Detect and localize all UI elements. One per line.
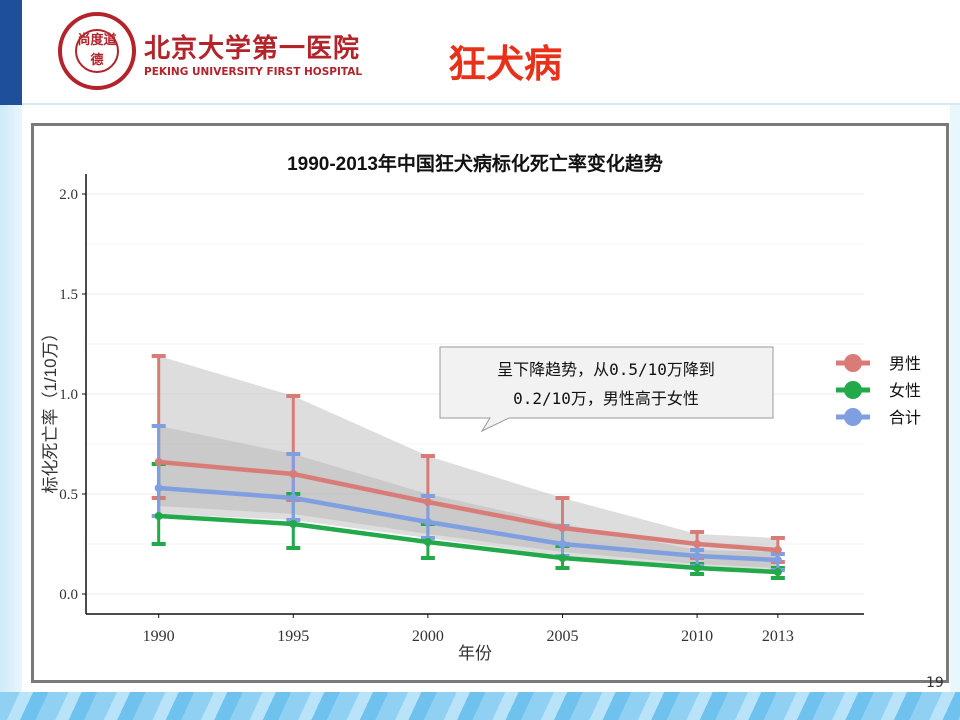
hospital-name-en: PEKING UNIVERSITY FIRST HOSPITAL [144,66,363,78]
data-point [289,470,298,478]
x-tick-label: 1995 [277,628,309,645]
data-point [423,518,432,526]
data-point [558,554,567,562]
data-point [693,564,702,572]
annotation-callout: 呈下降趋势，从0.5/10万降到 0.2/10万，男性高于女性 [439,346,774,433]
ci-ribbon [158,356,778,570]
left-accent-bar [0,0,22,105]
data-point [773,568,782,576]
x-tick-label: 1990 [143,628,175,645]
legend-label: 合计 [889,408,921,427]
legend-swatch-dot [844,381,862,399]
axes: 0.0 0.5 1.0 1.5 2.0 1990 1995 2000 2005 2010 2013 [59,174,864,645]
data-point [773,556,782,564]
data-point [289,520,298,528]
data-point [154,458,163,466]
legend-swatch-dot [844,354,862,372]
data-point [423,538,432,546]
chart-frame: 0.0 0.5 1.0 1.5 2.0 1990 1995 2000 2005 2010 2013 … [31,123,949,683]
legend-swatch-dot [844,408,862,426]
callout-line-2: 0.2/10万，男性高于女性 [513,389,699,408]
callout-box [439,346,774,433]
y-tick-label: 0.5 [59,487,78,503]
data-point [154,512,163,520]
y-tick-label: 1.0 [59,387,78,403]
data-point [773,546,782,554]
ci-ribbon [158,426,778,568]
confidence-ribbons [158,356,778,570]
bottom-decor-band [0,692,960,720]
y-tick-label: 0.0 [59,587,78,603]
series-lines [151,354,785,580]
university-seal-logo: 尚度道德 [58,12,136,90]
x-tick-label: 2013 [762,628,794,645]
data-point [693,540,702,548]
series-line [158,485,778,563]
legend-label: 男性 [889,354,921,373]
callout-line-1: 呈下降趋势，从0.5/10万降到 [497,360,715,379]
series-line [158,459,779,553]
left-decor-strip [0,105,22,720]
y-axis-title: 标化死亡率（1/10万） [41,324,60,493]
page-number: 19 [926,675,944,691]
chart-title: 1990-2013年中国狂犬病标化死亡率变化趋势 [287,152,663,175]
x-tick-label: 2005 [546,628,578,645]
right-decor-strip [950,105,960,720]
data-point [154,484,163,492]
slide-title: 狂犬病 [448,42,563,86]
x-tick-label: 2000 [412,628,444,645]
header-divider [22,103,960,105]
data-point [693,552,702,560]
y-tick-label: 2.0 [59,187,78,203]
legend-label: 女性 [889,381,921,400]
data-point [558,540,567,548]
data-point [423,498,432,506]
y-tick-label: 1.5 [59,287,78,303]
series-line [158,513,778,575]
data-point [558,524,567,532]
seal-center-text: 尚度道德 [75,29,119,73]
x-tick-label: 2010 [681,628,713,645]
hospital-name-cn: 北京大学第一医院 [144,34,361,64]
data-point [289,494,298,502]
x-axis-title: 年份 [458,644,492,663]
